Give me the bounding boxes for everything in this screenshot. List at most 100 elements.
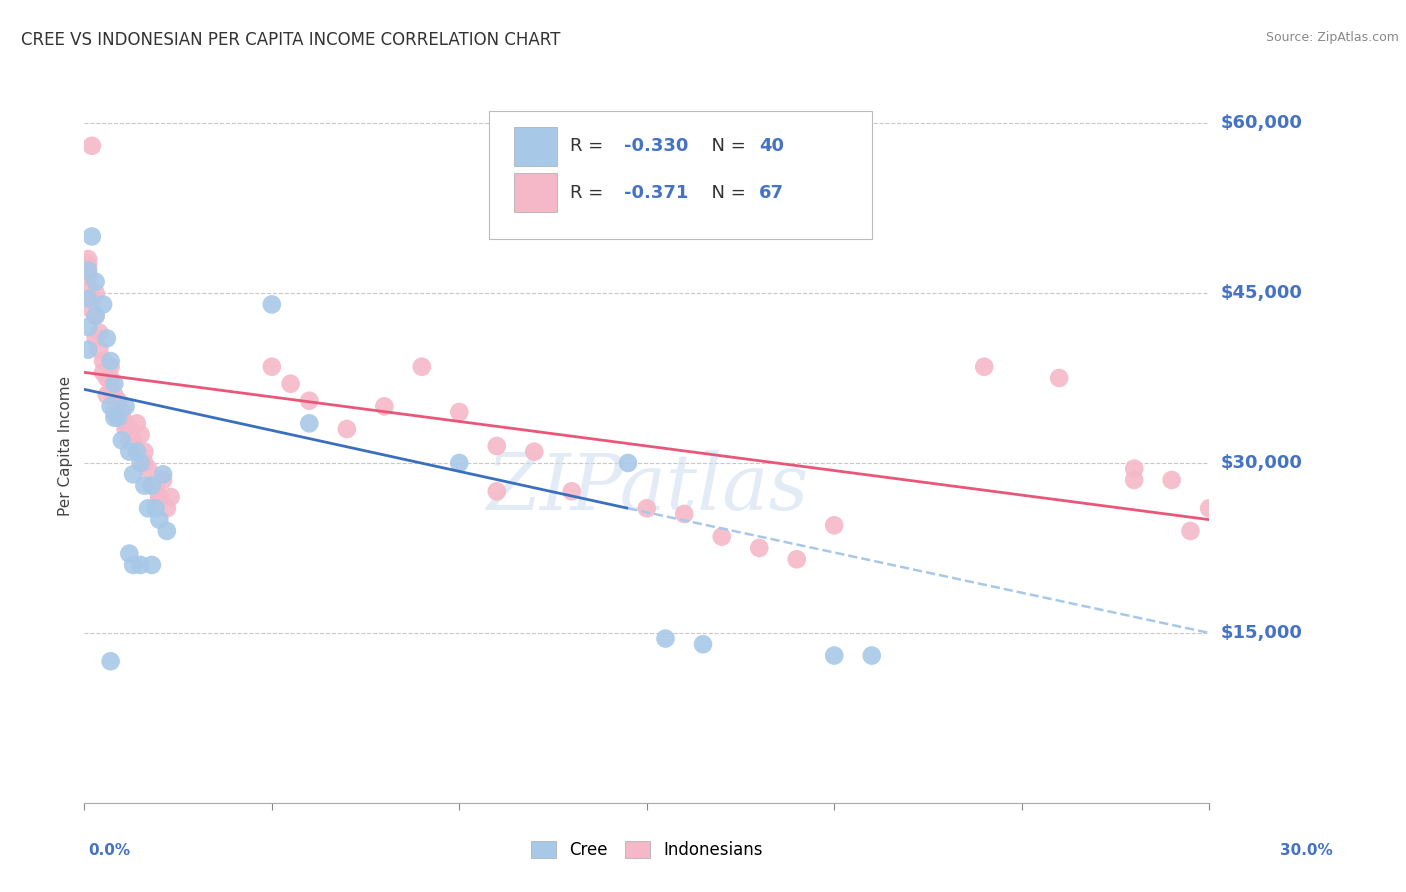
- Point: [114, 400, 136, 414]
- Point: [77, 252, 100, 266]
- Point: [373, 400, 395, 414]
- Point: [336, 422, 359, 436]
- Text: 67: 67: [759, 184, 785, 202]
- Point: [114, 417, 136, 431]
- Point: [145, 501, 167, 516]
- Point: [103, 388, 125, 402]
- Point: [103, 410, 125, 425]
- Point: [152, 473, 174, 487]
- Point: [411, 359, 433, 374]
- Point: [107, 393, 129, 408]
- Point: [156, 501, 179, 516]
- Text: $30,000: $30,000: [1220, 454, 1302, 472]
- Text: R =: R =: [571, 137, 609, 155]
- Point: [111, 434, 134, 448]
- Point: [84, 309, 107, 323]
- Text: 40: 40: [759, 137, 785, 155]
- Point: [145, 478, 167, 492]
- Text: $45,000: $45,000: [1220, 284, 1302, 302]
- Point: [449, 456, 471, 470]
- Text: ZIPatlas: ZIPatlas: [485, 450, 808, 527]
- Y-axis label: Per Capita Income: Per Capita Income: [58, 376, 73, 516]
- Legend: Cree, Indonesians: Cree, Indonesians: [524, 834, 769, 866]
- Point: [118, 444, 141, 458]
- Point: [129, 427, 152, 442]
- Text: -0.330: -0.330: [624, 137, 689, 155]
- Point: [673, 507, 696, 521]
- Point: [1160, 473, 1182, 487]
- Point: [80, 229, 103, 244]
- Point: [136, 461, 159, 475]
- Point: [654, 632, 676, 646]
- Point: [91, 354, 114, 368]
- Point: [617, 456, 640, 470]
- Point: [141, 478, 163, 492]
- Point: [100, 383, 122, 397]
- Point: [118, 434, 141, 448]
- Point: [80, 138, 103, 153]
- Point: [100, 400, 122, 414]
- Point: [80, 292, 103, 306]
- Point: [118, 422, 141, 436]
- Point: [114, 422, 136, 436]
- Point: [125, 444, 148, 458]
- Point: [89, 343, 111, 357]
- Point: [134, 456, 156, 470]
- Bar: [515, 127, 557, 166]
- Point: [1198, 501, 1220, 516]
- Point: [141, 478, 163, 492]
- Point: [80, 303, 103, 318]
- Point: [148, 490, 170, 504]
- Point: [298, 417, 321, 431]
- Point: [141, 558, 163, 572]
- Point: [103, 376, 125, 391]
- Point: [84, 275, 107, 289]
- Point: [111, 405, 134, 419]
- Point: [100, 359, 122, 374]
- Point: [91, 365, 114, 379]
- Point: [823, 648, 845, 663]
- Point: [96, 331, 118, 345]
- Text: $60,000: $60,000: [1220, 114, 1302, 132]
- Point: [823, 518, 845, 533]
- Point: [111, 410, 134, 425]
- Point: [77, 258, 100, 272]
- Point: [125, 444, 148, 458]
- Point: [860, 648, 883, 663]
- Point: [77, 263, 100, 277]
- Point: [159, 490, 181, 504]
- Text: R =: R =: [571, 184, 614, 202]
- Point: [77, 343, 100, 357]
- Point: [786, 552, 808, 566]
- Point: [122, 558, 145, 572]
- Point: [125, 417, 148, 431]
- Point: [96, 371, 118, 385]
- Point: [973, 359, 995, 374]
- Point: [561, 484, 583, 499]
- Point: [122, 467, 145, 482]
- Point: [122, 434, 145, 448]
- Text: N =: N =: [700, 137, 751, 155]
- Text: 30.0%: 30.0%: [1279, 843, 1333, 858]
- Text: CREE VS INDONESIAN PER CAPITA INCOME CORRELATION CHART: CREE VS INDONESIAN PER CAPITA INCOME COR…: [21, 31, 561, 49]
- Point: [118, 547, 141, 561]
- Point: [89, 326, 111, 340]
- Point: [84, 309, 107, 323]
- Point: [134, 444, 156, 458]
- Point: [156, 524, 179, 538]
- Point: [485, 484, 508, 499]
- Point: [96, 388, 118, 402]
- Point: [148, 490, 170, 504]
- Point: [748, 541, 770, 555]
- Point: [129, 558, 152, 572]
- Text: Source: ZipAtlas.com: Source: ZipAtlas.com: [1265, 31, 1399, 45]
- Point: [107, 410, 129, 425]
- Point: [298, 393, 321, 408]
- Point: [100, 371, 122, 385]
- Text: $15,000: $15,000: [1220, 624, 1302, 642]
- Point: [91, 297, 114, 311]
- Point: [100, 654, 122, 668]
- Point: [100, 354, 122, 368]
- Point: [485, 439, 508, 453]
- Point: [710, 530, 733, 544]
